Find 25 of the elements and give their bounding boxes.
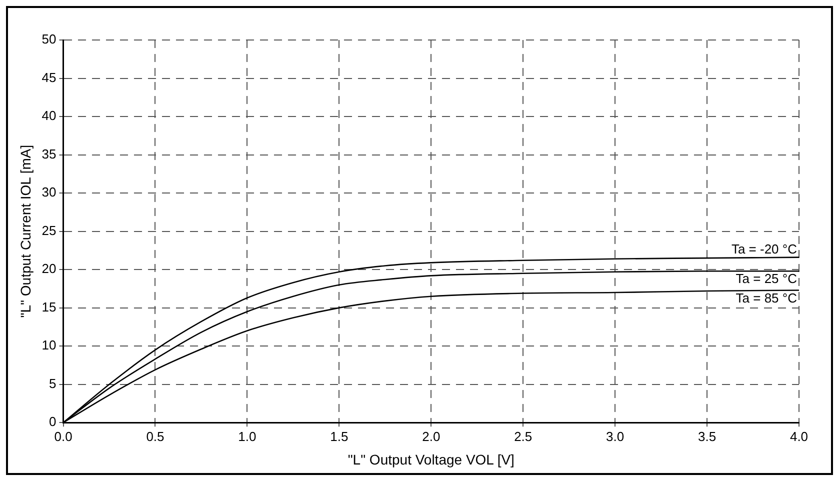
x-tick-label: 2.0 [422, 428, 440, 444]
y-tick-label: 5 [49, 376, 56, 391]
x-tick-label: 1.0 [238, 428, 256, 444]
x-tick-label: 4.0 [790, 428, 808, 444]
x-axis-title: "L" Output Voltage VOL [V] [348, 451, 514, 468]
x-tick-label: 3.5 [698, 428, 716, 444]
series-label: Ta = -20 °C [731, 241, 797, 256]
y-tick-label: 25 [42, 222, 56, 238]
x-tick-label: 0.5 [146, 428, 164, 444]
y-tick-label: 10 [42, 338, 56, 353]
x-tick-label: 0.0 [54, 428, 72, 444]
x-tick-label: 3.0 [606, 428, 624, 444]
series-label: Ta = 85 °C [736, 290, 797, 306]
y-tick-label: 0 [49, 414, 56, 430]
y-tick-label: 20 [42, 261, 56, 276]
series-label: Ta = 25 °C [736, 271, 797, 286]
x-tick-label: 2.5 [514, 428, 532, 444]
y-tick-label: 30 [42, 184, 56, 200]
y-tick-label: 35 [42, 146, 56, 162]
y-tick-label: 15 [42, 299, 56, 314]
y-tick-label: 50 [42, 32, 56, 47]
y-tick-label: 45 [42, 70, 56, 85]
y-tick-label: 40 [42, 108, 56, 124]
x-tick-label: 1.5 [330, 428, 348, 444]
y-axis-title: "L" Output Current IOL [mA] [17, 144, 34, 318]
